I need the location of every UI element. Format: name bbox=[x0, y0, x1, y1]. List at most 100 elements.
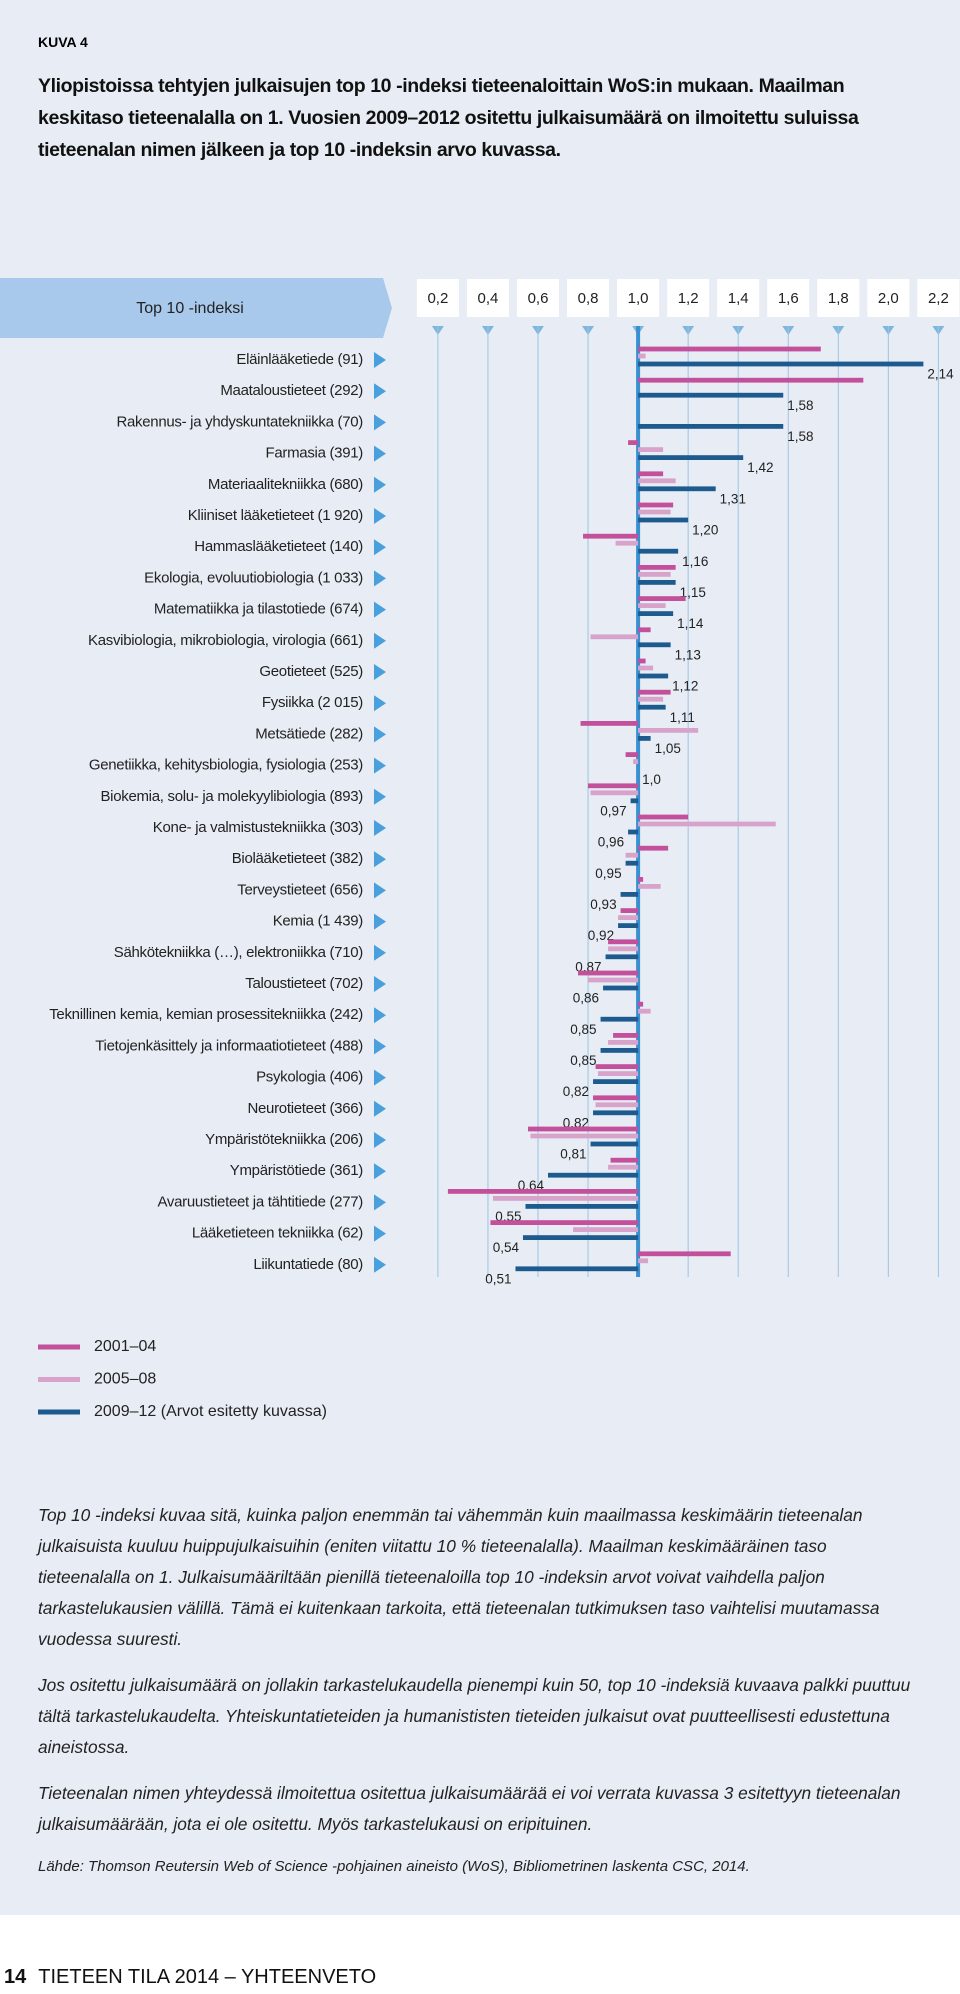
tick-box bbox=[817, 279, 860, 317]
row-marker bbox=[374, 1256, 386, 1273]
bar bbox=[613, 1033, 639, 1038]
category-label: Farmasia (391) bbox=[266, 445, 364, 462]
bar bbox=[638, 346, 821, 352]
row-marker bbox=[374, 508, 386, 524]
category-label: Tietojenkäsittely ja informaatiotieteet … bbox=[95, 1037, 363, 1054]
row-marker bbox=[374, 1163, 386, 1180]
bar bbox=[638, 517, 689, 523]
figure-title: Yliopistoissa tehtyjen julkaisujen top 1… bbox=[38, 75, 859, 161]
row-marker bbox=[374, 726, 386, 743]
bar bbox=[638, 736, 651, 741]
tick-box bbox=[917, 279, 960, 317]
bar bbox=[638, 377, 864, 383]
bar bbox=[638, 821, 776, 827]
category-label: Metsätiede (282) bbox=[255, 725, 363, 742]
bar bbox=[593, 1095, 639, 1101]
category-label: Matematiikka ja tilastotiede (674) bbox=[154, 601, 363, 618]
value-label: 0,85 bbox=[570, 1053, 596, 1068]
row-marker bbox=[374, 352, 386, 368]
row-marker bbox=[374, 445, 386, 462]
value-label: 1,58 bbox=[787, 429, 813, 444]
row-marker bbox=[374, 1069, 386, 1086]
bar bbox=[638, 665, 654, 671]
category-label: Neurotieteet (366) bbox=[247, 1100, 363, 1117]
category-label: Ekologia, evoluutiobiologia (1 033) bbox=[144, 569, 363, 586]
bar bbox=[605, 954, 639, 960]
category-label: Genetiikka, kehitysbiologia, fysiologia … bbox=[89, 757, 363, 774]
row-marker bbox=[374, 601, 386, 618]
bar bbox=[638, 627, 651, 633]
bar bbox=[593, 1110, 639, 1116]
row-marker bbox=[374, 695, 386, 712]
category-label: Kasvibiologia, mikrobiologia, virologia … bbox=[88, 632, 363, 649]
bar bbox=[638, 1251, 731, 1257]
bar bbox=[615, 540, 639, 546]
category-label: Biokemia, solu- ja molekyylibiologia (89… bbox=[100, 788, 363, 805]
bar bbox=[638, 1001, 644, 1007]
x-tick-label: 1,2 bbox=[678, 290, 699, 307]
legend-label: 2009–12 (Arvot esitetty kuvassa) bbox=[94, 1403, 327, 1420]
tick-box bbox=[617, 279, 660, 317]
bar bbox=[638, 704, 666, 710]
value-label: 1,20 bbox=[692, 523, 718, 538]
bar bbox=[638, 603, 666, 608]
bar bbox=[588, 783, 639, 789]
row-marker bbox=[374, 570, 386, 587]
row-marker bbox=[374, 1100, 386, 1117]
bar bbox=[628, 440, 639, 445]
bar bbox=[638, 1258, 649, 1264]
row-marker bbox=[374, 632, 386, 649]
value-label: 1,16 bbox=[682, 554, 708, 569]
bar bbox=[490, 1220, 639, 1225]
value-label: 0,86 bbox=[573, 991, 599, 1006]
bar bbox=[638, 596, 686, 601]
row-marker bbox=[374, 539, 386, 556]
row-marker bbox=[374, 882, 386, 899]
source: Lähde: Thomson Reutersin Web of Science … bbox=[38, 1858, 750, 1875]
category-label: Lääketieteen tekniikka (62) bbox=[192, 1225, 363, 1242]
row-marker bbox=[374, 913, 386, 930]
category-label: Rakennus- ja yhdyskuntatekniikka (70) bbox=[116, 413, 363, 430]
tick-box bbox=[416, 279, 459, 317]
value-label: 1,12 bbox=[672, 679, 698, 694]
bar bbox=[638, 696, 664, 702]
x-tick-label: 1,4 bbox=[728, 290, 749, 307]
footer-band bbox=[0, 1915, 960, 1994]
value-label: 0,82 bbox=[563, 1084, 589, 1099]
bar bbox=[638, 884, 661, 889]
row-marker bbox=[374, 1194, 386, 1211]
category-label: Kemia (1 439) bbox=[273, 913, 364, 930]
note: Jos ositettu julkaisumäärä on jollakin t… bbox=[38, 1675, 911, 1757]
category-label: Fysiikka (2 015) bbox=[262, 694, 363, 711]
row-marker bbox=[374, 788, 386, 805]
axis-title: Top 10 -indeksi bbox=[136, 300, 244, 317]
legend-label: 2001–04 bbox=[94, 1338, 156, 1355]
value-label: 1,05 bbox=[655, 741, 681, 756]
bar bbox=[588, 977, 639, 983]
value-label: 1,11 bbox=[670, 710, 695, 725]
bar bbox=[590, 790, 639, 796]
tick-box bbox=[466, 279, 509, 317]
tick-box bbox=[767, 279, 810, 317]
bar bbox=[600, 1016, 639, 1022]
x-tick-label: 0,2 bbox=[427, 290, 448, 307]
row-marker bbox=[374, 664, 386, 680]
tick-box bbox=[567, 279, 610, 317]
bar bbox=[625, 860, 639, 866]
note: Top 10 -indeksi kuvaa sitä, kuinka paljo… bbox=[38, 1505, 880, 1649]
bar bbox=[525, 1204, 639, 1209]
category-label: Maataloustieteet (292) bbox=[220, 382, 363, 399]
bar bbox=[515, 1266, 639, 1272]
tick-box bbox=[667, 279, 710, 317]
bar bbox=[638, 877, 644, 882]
note: Tieteenalan nimen yhteydessä ilmoitettua… bbox=[38, 1783, 901, 1834]
value-label: 0,97 bbox=[600, 803, 626, 818]
bar bbox=[610, 1157, 639, 1163]
row-marker bbox=[374, 1132, 386, 1148]
bar bbox=[638, 548, 679, 554]
bar bbox=[573, 1227, 639, 1232]
category-label: Ympäristötiede (361) bbox=[230, 1162, 364, 1179]
bar bbox=[638, 658, 646, 664]
category-label: Ympäristötekniikka (206) bbox=[205, 1131, 363, 1148]
category-label: Teknillinen kemia, kemian prosessiteknii… bbox=[49, 1006, 363, 1023]
